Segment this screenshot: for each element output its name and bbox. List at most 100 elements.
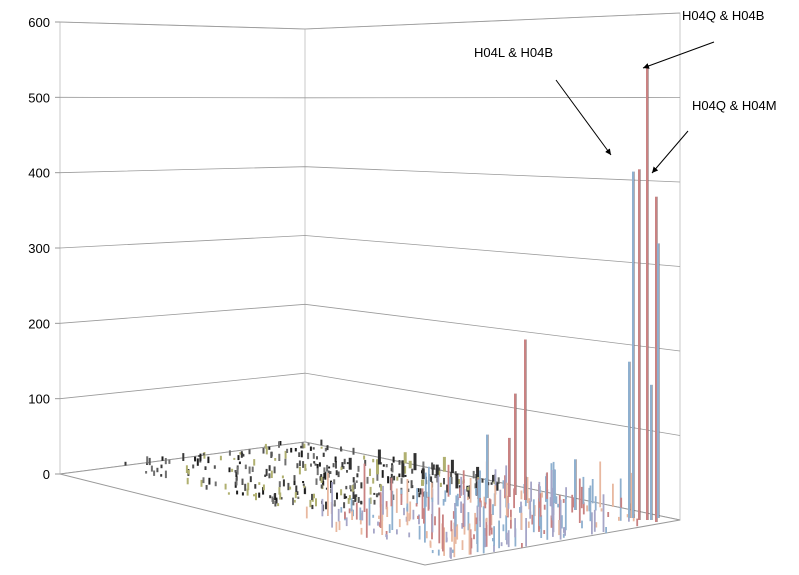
floor-column [452,549,454,553]
floor-column [485,517,488,523]
floor-column [489,499,492,531]
floor-column [452,511,455,519]
floor-column [479,502,481,528]
floor-column [543,530,546,534]
floor-column [281,475,284,479]
floor-column [262,487,265,495]
floor-column [476,505,479,519]
floor-column [447,464,450,497]
floor-column [612,483,614,507]
floor-column [390,473,393,481]
floor-column [304,463,307,471]
chart-walls [59,12,681,521]
floor-column [529,501,532,519]
floor-column [563,527,565,533]
floor-column [507,503,510,509]
floor-column [278,481,281,488]
columns [124,67,660,559]
floor-column [368,498,371,526]
floor-column [467,496,469,501]
floor-column [630,472,633,518]
floor-column [605,527,607,534]
floor-column [213,465,216,469]
floor-column [443,478,445,485]
floor-column [208,477,211,485]
floor-column [270,470,273,478]
floor-column [498,520,500,549]
floor-column [521,543,523,548]
floor-column [546,489,549,540]
floor-column [411,468,414,474]
floor-column [228,450,231,456]
floor-column [265,447,268,455]
floor-column [545,476,547,502]
y-tick-label: 0 [43,467,50,482]
floor-column [418,514,420,525]
floor-column [363,463,366,512]
floor-column [459,487,461,498]
floor-column [343,458,346,465]
floor-column [359,507,362,521]
floor-column [294,492,297,499]
floor-column [302,445,305,449]
floor-column [381,504,384,535]
floor-column [505,515,508,541]
floor-column [289,486,292,490]
floor-column [505,465,508,496]
floor-column [431,550,434,554]
floor-column [504,475,506,499]
floor-column [385,531,388,537]
floor-column [344,511,346,519]
floor-column [400,493,403,505]
floor-column [273,466,276,474]
floor-column [438,467,441,474]
floor-column [481,478,484,483]
floor-column [168,459,171,464]
floor-column [340,507,343,513]
floor-column [305,506,308,519]
floor-column [373,492,376,495]
floor-column [396,529,398,535]
floor-column [401,460,405,478]
floor-column [316,464,319,469]
floor-column [417,488,420,493]
y-tick-label: 600 [28,15,50,30]
floor-column [417,515,419,519]
floor-column [258,482,261,485]
floor-column [483,496,486,507]
floor-column [312,453,315,459]
floor-column [219,455,222,461]
floor-column [262,484,265,491]
floor-column [354,494,357,502]
floor-column [350,489,352,492]
floor-column [382,485,384,515]
floor-column [482,506,485,554]
floor-column [325,487,328,490]
floor-column [316,456,318,460]
floor-column [484,502,487,509]
floor-column [418,492,421,498]
floor-column [469,478,472,503]
floor-column [412,509,415,520]
floor-column [404,474,407,477]
floor-column [494,485,497,506]
floor-column [298,460,301,466]
floor-column [541,492,543,498]
floor-column [204,466,207,470]
floor-column [455,473,459,489]
floor-column [293,499,296,503]
floor-column [425,531,428,539]
floor-column [582,476,585,505]
floor-column [187,470,190,475]
floor-column [343,493,346,499]
floor-column [588,487,591,512]
floor-column [620,497,623,508]
floor-column [437,549,440,556]
floor-column [323,472,326,479]
floor-column [526,477,529,503]
floor-column [310,463,312,467]
floor-column [343,502,346,509]
floor-column [292,497,294,506]
floor-column [297,496,300,499]
tall-column [650,384,653,520]
